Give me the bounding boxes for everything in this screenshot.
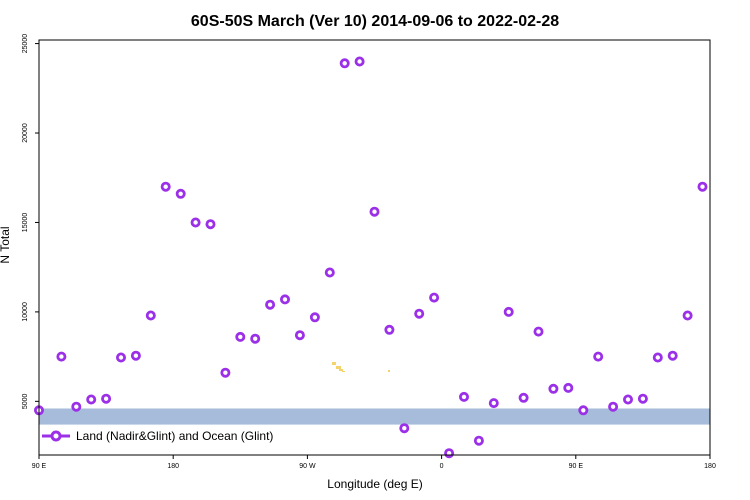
data-point <box>294 330 305 341</box>
y-tick-label: 15000 <box>22 213 29 233</box>
data-point <box>488 398 499 409</box>
data-point <box>697 181 708 192</box>
data-point <box>637 393 648 404</box>
data-point <box>175 188 186 199</box>
data-point <box>205 219 216 230</box>
data-point <box>473 435 484 446</box>
land-patch <box>332 362 336 365</box>
data-point <box>339 58 350 69</box>
data-point <box>324 267 335 278</box>
y-axis-ticks: 5000 10000 15000 20000 25000 <box>22 34 39 409</box>
data-point <box>279 294 290 305</box>
data-point <box>265 299 276 310</box>
data-point <box>682 310 693 321</box>
plot-area <box>34 39 711 459</box>
data-point <box>667 350 678 361</box>
x-tick-label: 180 <box>704 463 716 470</box>
data-point <box>145 310 156 321</box>
data-point <box>444 448 455 459</box>
data-point <box>160 181 171 192</box>
data-point <box>548 383 559 394</box>
plot-frame <box>38 39 711 456</box>
data-point <box>369 206 380 217</box>
data-point <box>578 405 589 416</box>
data-point <box>608 401 619 412</box>
land-outline <box>332 362 390 372</box>
x-tick-label: 0 <box>440 463 444 470</box>
x-tick-label: 180 <box>167 463 179 470</box>
legend: Land (Nadir&Glint) and Ocean (Glint) <box>42 429 273 443</box>
x-axis-label: Longitude (deg E) <box>327 477 422 491</box>
land-patch <box>339 369 343 371</box>
data-point <box>593 351 604 362</box>
data-point <box>384 324 395 335</box>
y-axis-label: N Total <box>0 226 12 263</box>
chart-title: 60S-50S March (Ver 10) 2014-09-06 to 202… <box>191 13 559 30</box>
data-point <box>563 382 574 393</box>
data-point <box>71 401 82 412</box>
y-tick-label: 20000 <box>22 123 29 143</box>
data-point <box>190 217 201 228</box>
data-point <box>101 393 112 404</box>
land-patch <box>388 370 390 372</box>
data-points <box>34 56 708 459</box>
data-point <box>235 331 246 342</box>
data-point <box>518 392 529 403</box>
y-tick-label: 5000 <box>22 393 29 409</box>
data-point <box>250 333 261 344</box>
x-tick-label: 90 E <box>32 463 47 470</box>
data-point <box>503 306 514 317</box>
land-patch <box>336 366 341 369</box>
x-tick-label: 90 W <box>299 463 316 470</box>
y-tick-label: 25000 <box>22 34 29 54</box>
data-point <box>56 351 67 362</box>
data-point <box>652 352 663 363</box>
data-point <box>399 423 410 434</box>
y-tick-label: 10000 <box>22 302 29 322</box>
legend-label: Land (Nadir&Glint) and Ocean (Glint) <box>76 429 273 443</box>
data-point <box>533 326 544 337</box>
legend-marker <box>50 430 62 442</box>
data-point <box>458 391 469 402</box>
x-axis-ticks: 90 E 180 90 W 0 90 E 180 <box>32 455 716 470</box>
data-point <box>429 292 440 303</box>
data-point <box>623 394 634 405</box>
data-point <box>309 312 320 323</box>
data-point <box>354 56 365 67</box>
data-point <box>414 308 425 319</box>
data-point <box>86 394 97 405</box>
data-point <box>130 350 141 361</box>
x-tick-label: 90 E <box>569 463 584 470</box>
land-patch <box>342 371 345 372</box>
data-point <box>220 367 231 378</box>
ocean-band <box>39 408 710 425</box>
data-point <box>116 352 127 363</box>
